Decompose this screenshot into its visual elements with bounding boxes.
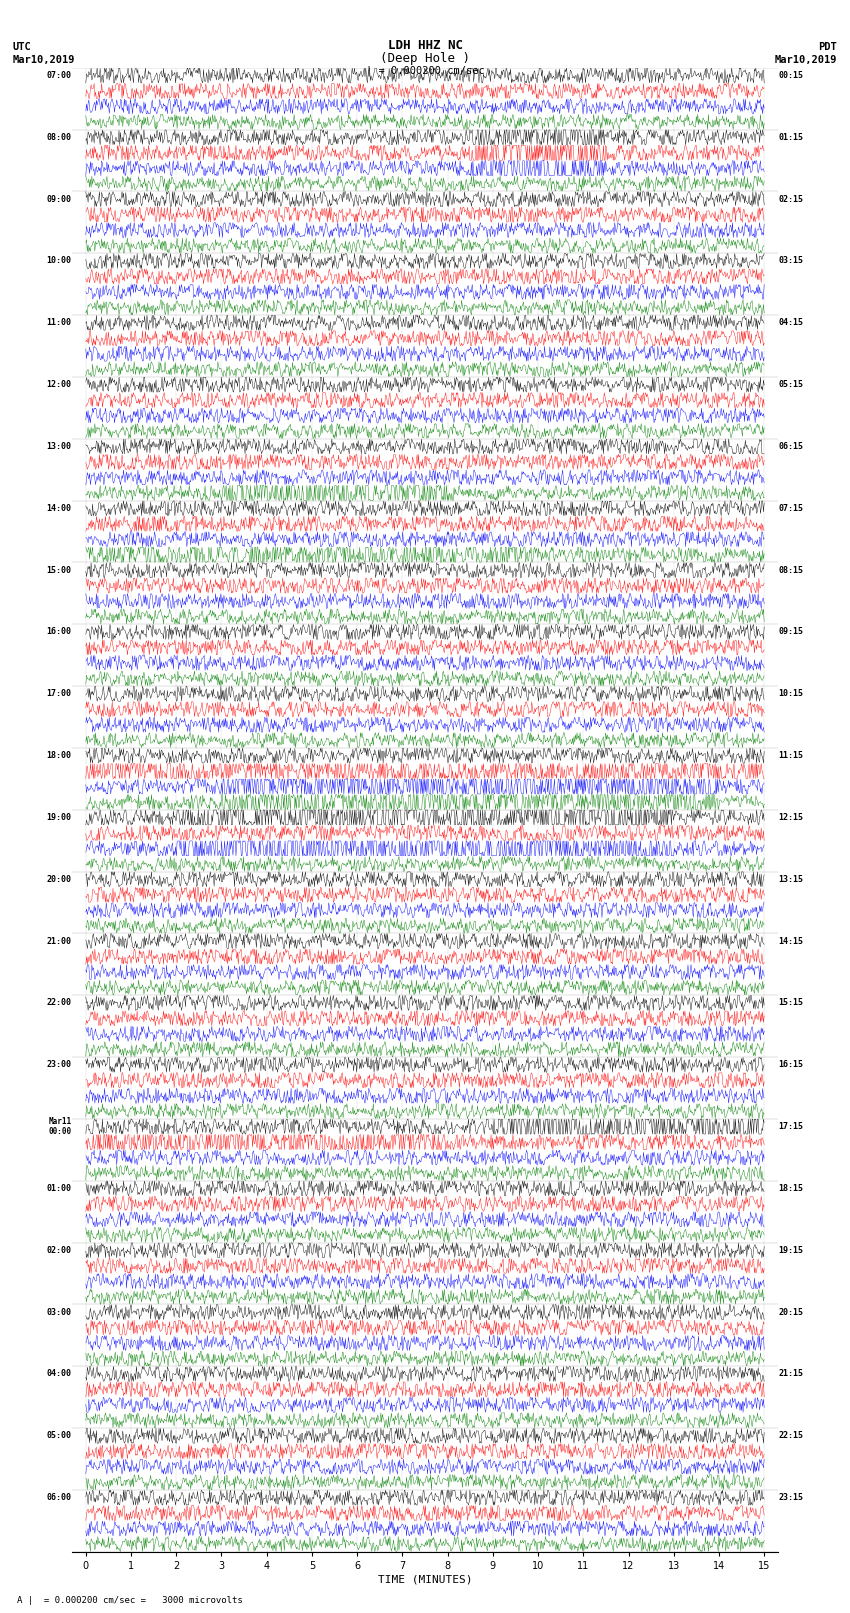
- Text: 13:00: 13:00: [47, 442, 71, 452]
- Text: 00:15: 00:15: [779, 71, 803, 81]
- Text: 12:00: 12:00: [47, 381, 71, 389]
- Text: (Deep Hole ): (Deep Hole ): [380, 52, 470, 65]
- Text: 07:15: 07:15: [779, 503, 803, 513]
- X-axis label: TIME (MINUTES): TIME (MINUTES): [377, 1574, 473, 1586]
- Text: 01:00: 01:00: [47, 1184, 71, 1194]
- Text: PDT: PDT: [819, 42, 837, 52]
- Text: 07:00: 07:00: [47, 71, 71, 81]
- Text: Mar10,2019: Mar10,2019: [774, 55, 837, 65]
- Text: 20:00: 20:00: [47, 874, 71, 884]
- Text: 14:00: 14:00: [47, 503, 71, 513]
- Text: 00:00: 00:00: [48, 1127, 71, 1136]
- Text: LDH HHZ NC: LDH HHZ NC: [388, 39, 462, 52]
- Text: 08:00: 08:00: [47, 132, 71, 142]
- Text: 06:00: 06:00: [47, 1494, 71, 1502]
- Text: 12:15: 12:15: [779, 813, 803, 823]
- Text: 11:15: 11:15: [779, 752, 803, 760]
- Text: 15:15: 15:15: [779, 998, 803, 1008]
- Text: 22:15: 22:15: [779, 1431, 803, 1440]
- Text: 03:00: 03:00: [47, 1308, 71, 1316]
- Text: 06:15: 06:15: [779, 442, 803, 452]
- Text: 04:15: 04:15: [779, 318, 803, 327]
- Text: 21:00: 21:00: [47, 937, 71, 945]
- Text: 20:15: 20:15: [779, 1308, 803, 1316]
- Text: 08:15: 08:15: [779, 566, 803, 574]
- Text: 19:15: 19:15: [779, 1245, 803, 1255]
- Text: 16:00: 16:00: [47, 627, 71, 637]
- Text: 05:00: 05:00: [47, 1431, 71, 1440]
- Text: 10:15: 10:15: [779, 689, 803, 698]
- Text: 16:15: 16:15: [779, 1060, 803, 1069]
- Text: 17:15: 17:15: [779, 1123, 803, 1131]
- Text: 15:00: 15:00: [47, 566, 71, 574]
- Text: 22:00: 22:00: [47, 998, 71, 1008]
- Text: UTC: UTC: [13, 42, 31, 52]
- Text: 18:00: 18:00: [47, 752, 71, 760]
- Text: 02:15: 02:15: [779, 195, 803, 203]
- Text: 23:15: 23:15: [779, 1494, 803, 1502]
- Text: 14:15: 14:15: [779, 937, 803, 945]
- Text: 23:00: 23:00: [47, 1060, 71, 1069]
- Text: | = 0.000200 cm/sec: | = 0.000200 cm/sec: [366, 65, 484, 76]
- Text: 01:15: 01:15: [779, 132, 803, 142]
- Text: 11:00: 11:00: [47, 318, 71, 327]
- Text: A |  = 0.000200 cm/sec =   3000 microvolts: A | = 0.000200 cm/sec = 3000 microvolts: [17, 1595, 243, 1605]
- Text: 13:15: 13:15: [779, 874, 803, 884]
- Text: 18:15: 18:15: [779, 1184, 803, 1194]
- Text: 04:00: 04:00: [47, 1369, 71, 1379]
- Text: Mar10,2019: Mar10,2019: [13, 55, 76, 65]
- Text: 09:00: 09:00: [47, 195, 71, 203]
- Text: 21:15: 21:15: [779, 1369, 803, 1379]
- Text: 02:00: 02:00: [47, 1245, 71, 1255]
- Text: 10:00: 10:00: [47, 256, 71, 266]
- Text: 03:15: 03:15: [779, 256, 803, 266]
- Text: 19:00: 19:00: [47, 813, 71, 823]
- Text: 17:00: 17:00: [47, 689, 71, 698]
- Text: Mar11: Mar11: [48, 1118, 71, 1126]
- Text: 09:15: 09:15: [779, 627, 803, 637]
- Text: 05:15: 05:15: [779, 381, 803, 389]
